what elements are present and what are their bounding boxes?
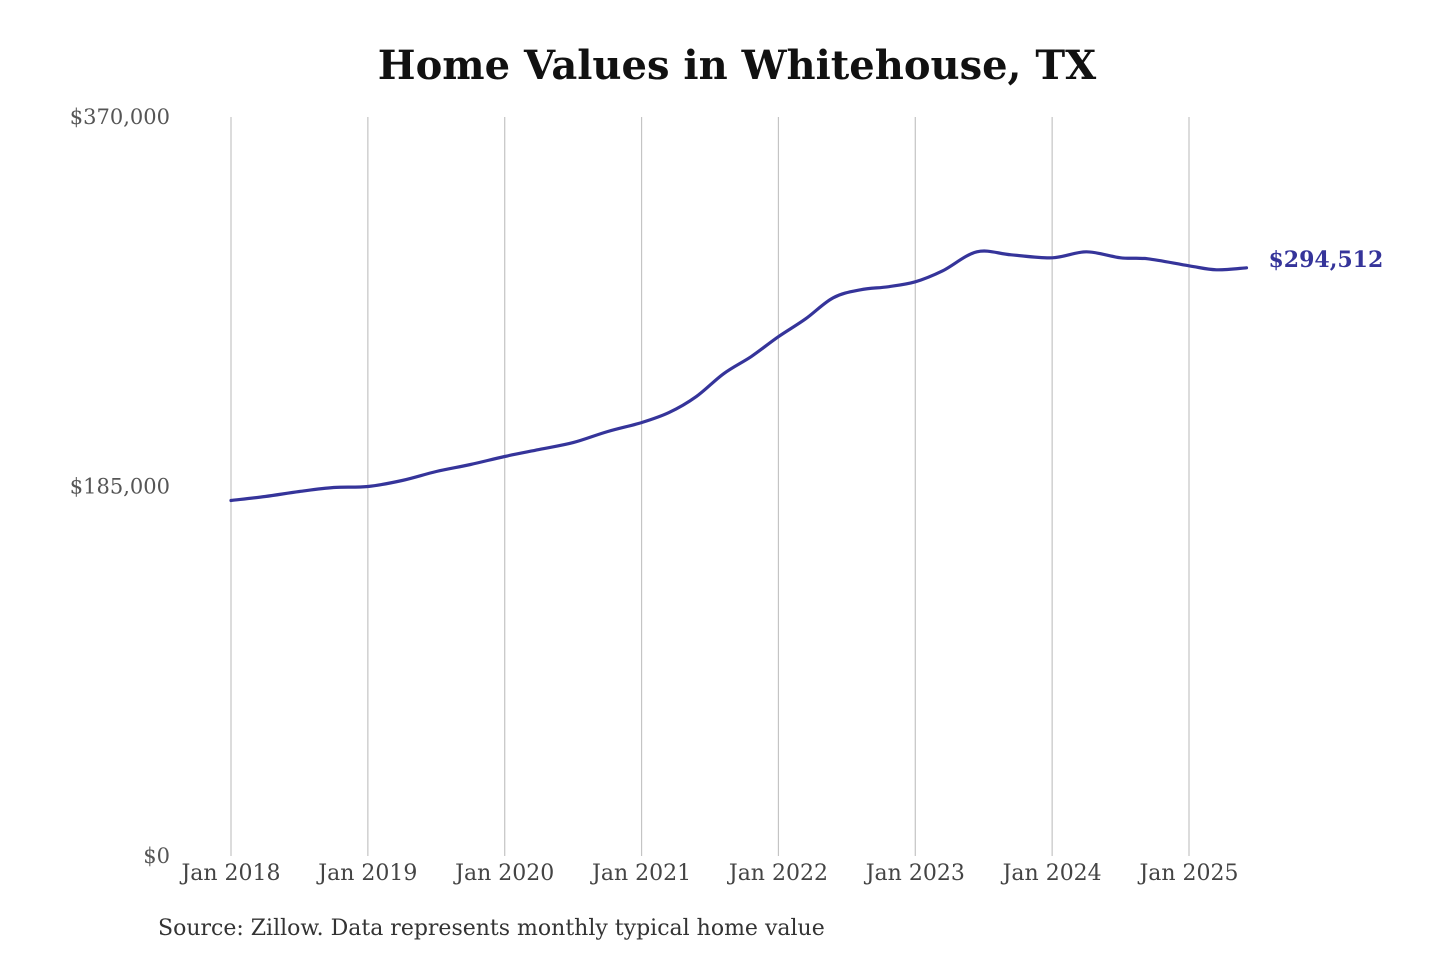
y-tick-label: $0 (143, 844, 170, 868)
x-tick-label: Jan 2025 (1137, 861, 1238, 886)
y-tick-label: $370,000 (70, 105, 170, 129)
x-tick-label: Jan 2024 (1001, 861, 1102, 886)
y-axis-labels: $0 $185,000 $370,000 (70, 105, 170, 868)
y-tick-label: $185,000 (70, 475, 170, 499)
x-tick-label: Jan 2019 (316, 861, 417, 886)
x-tick-label: Jan 2021 (590, 861, 691, 886)
chart-title: Home Values in Whitehouse, TX (377, 42, 1097, 89)
x-tick-label: Jan 2018 (179, 861, 280, 886)
x-tick-label: Jan 2022 (727, 861, 828, 886)
x-axis-labels: Jan 2018 Jan 2019 Jan 2020 Jan 2021 Jan 2022… (179, 861, 1238, 886)
series-group: $294,512 (229, 247, 1383, 503)
x-tick-label: Jan 2023 (864, 861, 965, 886)
source-note: Source: Zillow. Data represents monthly … (158, 916, 825, 941)
series-line (229, 249, 1249, 503)
end-value-label: $294,512 (1268, 247, 1383, 273)
x-tick-label: Jan 2020 (453, 861, 554, 886)
